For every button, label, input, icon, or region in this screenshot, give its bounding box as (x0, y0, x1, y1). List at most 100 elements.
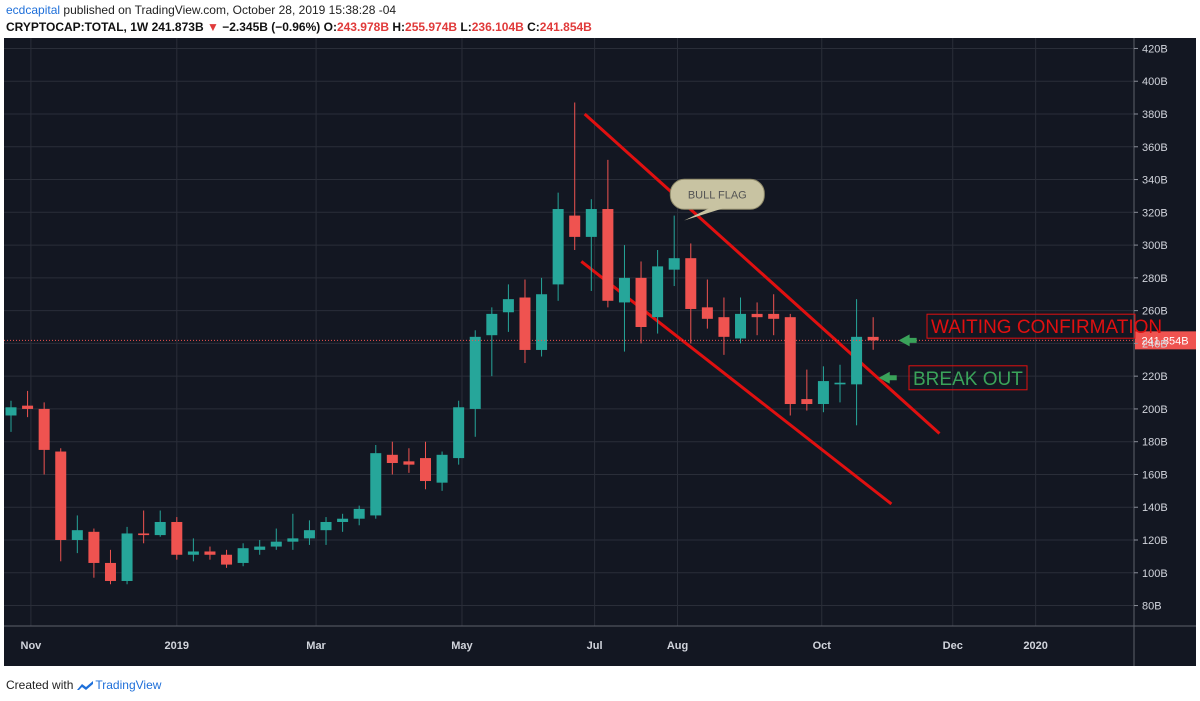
candle-body (221, 554, 233, 565)
bull-flag-pointer (684, 208, 724, 221)
y-tick-label: 380B (1142, 109, 1168, 121)
candle-body (618, 277, 630, 303)
x-tick-label: 2019 (165, 640, 189, 652)
candle-body (254, 546, 266, 550)
candle-body (701, 307, 713, 319)
price-tag-bg (1135, 331, 1196, 350)
candle-body (370, 453, 382, 516)
trendline (583, 112, 941, 435)
y-tick-label: 400B (1142, 76, 1168, 88)
x-tick-label: Dec (943, 640, 963, 652)
waiting-label: WAITING CONFIRMATION (931, 317, 1162, 338)
high-label: H: (392, 20, 406, 34)
y-tick-label: 100B (1142, 568, 1168, 580)
candle-body (735, 313, 747, 339)
y-tick-label: 300B (1142, 240, 1168, 252)
candle-body (104, 562, 116, 581)
author-name[interactable]: ecdcapital (6, 3, 61, 17)
candle-body (38, 408, 50, 450)
candle-body (519, 297, 531, 350)
candle-body (453, 407, 465, 459)
arrow-left-icon (898, 334, 917, 347)
candle-body (851, 336, 863, 385)
bull-flag-label: BULL FLAG (688, 189, 747, 201)
candle-body (337, 518, 349, 522)
candle-body (436, 454, 448, 483)
price-level: 241.854B (4, 331, 1196, 350)
y-tick-label: 240B (1142, 338, 1168, 350)
symbol-label: CRYPTOCAP:TOTAL, 1W (6, 20, 149, 34)
candle-body (22, 405, 34, 409)
candle-body (635, 277, 647, 328)
candle-body (552, 209, 564, 285)
candle-body (768, 313, 780, 319)
waiting-box (926, 313, 1136, 339)
candle-body (585, 209, 597, 237)
y-tick-label: 280B (1142, 273, 1168, 285)
y-tick-label: 320B (1142, 207, 1168, 219)
footer: Created with TradingView (6, 678, 161, 692)
x-tick-label: Nov (21, 640, 43, 652)
candle-body (88, 531, 100, 563)
candle-body (784, 317, 796, 405)
annotations: BULL FLAG WAITING CONFIRMATION BREAK OUT (669, 178, 1162, 391)
candles (5, 102, 879, 585)
y-tick-label: 180B (1142, 437, 1168, 449)
candle-body (204, 551, 216, 555)
candle-body (486, 313, 498, 336)
tradingview-link[interactable]: TradingView (95, 678, 162, 692)
y-tick-label: 80B (1142, 601, 1162, 613)
candle-body (867, 336, 879, 341)
candle-body (154, 521, 166, 536)
candle-body (187, 551, 199, 555)
y-tick-label: 140B (1142, 502, 1168, 514)
price-tag: 241.854B (1141, 335, 1188, 347)
close-label: C: (527, 20, 540, 34)
candle-body (320, 521, 332, 531)
candle-body (71, 530, 83, 541)
x-tick-label: Aug (667, 640, 688, 652)
open-label: O: (323, 20, 337, 34)
grid (4, 38, 1196, 666)
candle-body (420, 458, 431, 482)
break-out-label: BREAK OUT (913, 369, 1023, 390)
candle-body (668, 258, 680, 270)
open-value: 243.978B (336, 20, 389, 34)
candle-body (386, 454, 398, 464)
y-axis: 80B 100B 120B 140B 160B 180B 200B 220B 240B 260B 2… (1134, 43, 1168, 613)
candle-body (652, 266, 664, 318)
candle-body (817, 381, 829, 405)
publish-date: published on TradingView.com, October 28… (63, 3, 397, 17)
tradingview-logo-icon (77, 680, 94, 690)
candle-body (303, 530, 315, 539)
candle-body (5, 407, 17, 416)
x-axis: Nov 2019 Mar May Jul Aug Oct Dec 2020 (21, 640, 1048, 652)
candle-body (138, 533, 150, 536)
candle-body (834, 382, 846, 385)
candle-body (237, 548, 249, 563)
candle-body (403, 461, 415, 465)
candle-body (602, 209, 614, 301)
y-tick-label: 120B (1142, 535, 1168, 547)
x-tick-label: 2020 (1023, 640, 1047, 652)
y-tick-label: 200B (1142, 404, 1168, 416)
price-chart[interactable]: 241.854B BULL FLAG WAITING CONFIRMATION BR… (0, 38, 1200, 666)
close-value: 241.854B (539, 20, 592, 34)
candle-body (569, 215, 581, 237)
arrow-left-icon (878, 371, 897, 384)
candle-body (121, 533, 133, 581)
low-label: L: (460, 20, 472, 34)
candle-body (171, 521, 183, 555)
candle-body (502, 299, 514, 313)
publish-info: ecdcapital published on TradingView.com,… (6, 3, 396, 17)
candle-body (270, 541, 282, 547)
trendlines (580, 112, 941, 506)
ohlc-legend: CRYPTOCAP:TOTAL, 1W 241.873B ▼ −2.345B (… (6, 20, 592, 34)
trendline (580, 260, 893, 506)
candle-body (353, 508, 365, 519)
y-tick-label: 160B (1142, 469, 1168, 481)
low-value: 236.104B (471, 20, 524, 34)
y-tick-label: 340B (1142, 175, 1168, 187)
break-out-box (908, 365, 1028, 391)
y-tick-label: 360B (1142, 142, 1168, 154)
